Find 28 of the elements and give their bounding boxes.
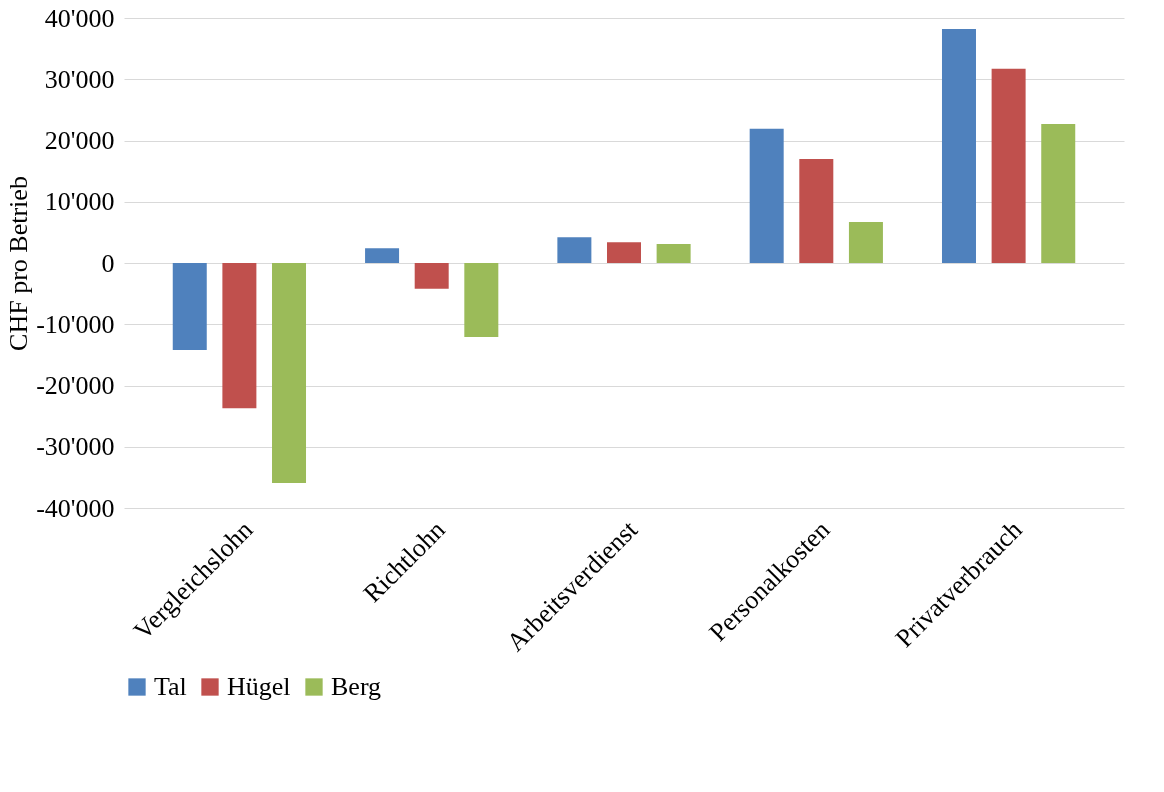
bar [272, 263, 307, 483]
bar [365, 248, 400, 263]
y-axis-title: CHF pro Betrieb [4, 176, 34, 351]
y-tick-label: -40'000 [36, 493, 115, 523]
y-tick-label: 30'000 [44, 64, 115, 94]
y-tick-label: -30'000 [36, 432, 115, 462]
bar [656, 244, 691, 263]
y-tick-label: -10'000 [36, 309, 115, 339]
y-tick-label: 40'000 [44, 3, 115, 33]
bar [222, 263, 257, 409]
bar [799, 158, 834, 263]
bar [557, 237, 592, 263]
bar [1041, 123, 1076, 263]
bar [941, 29, 976, 263]
legend-label: Berg [331, 672, 382, 701]
y-tick-label: 20'000 [44, 126, 115, 155]
bar [991, 68, 1026, 263]
bar [414, 263, 449, 289]
y-tick-label: 0 [101, 248, 115, 278]
legend-label: Hügel [227, 672, 291, 701]
bar [172, 263, 207, 350]
bar [848, 221, 883, 263]
y-tick-label: -20'000 [36, 371, 115, 400]
bar [464, 263, 499, 338]
legend-label: Tal [154, 672, 187, 701]
bar [749, 128, 784, 263]
bar [607, 242, 641, 263]
y-tick-label: 10'000 [44, 187, 115, 217]
